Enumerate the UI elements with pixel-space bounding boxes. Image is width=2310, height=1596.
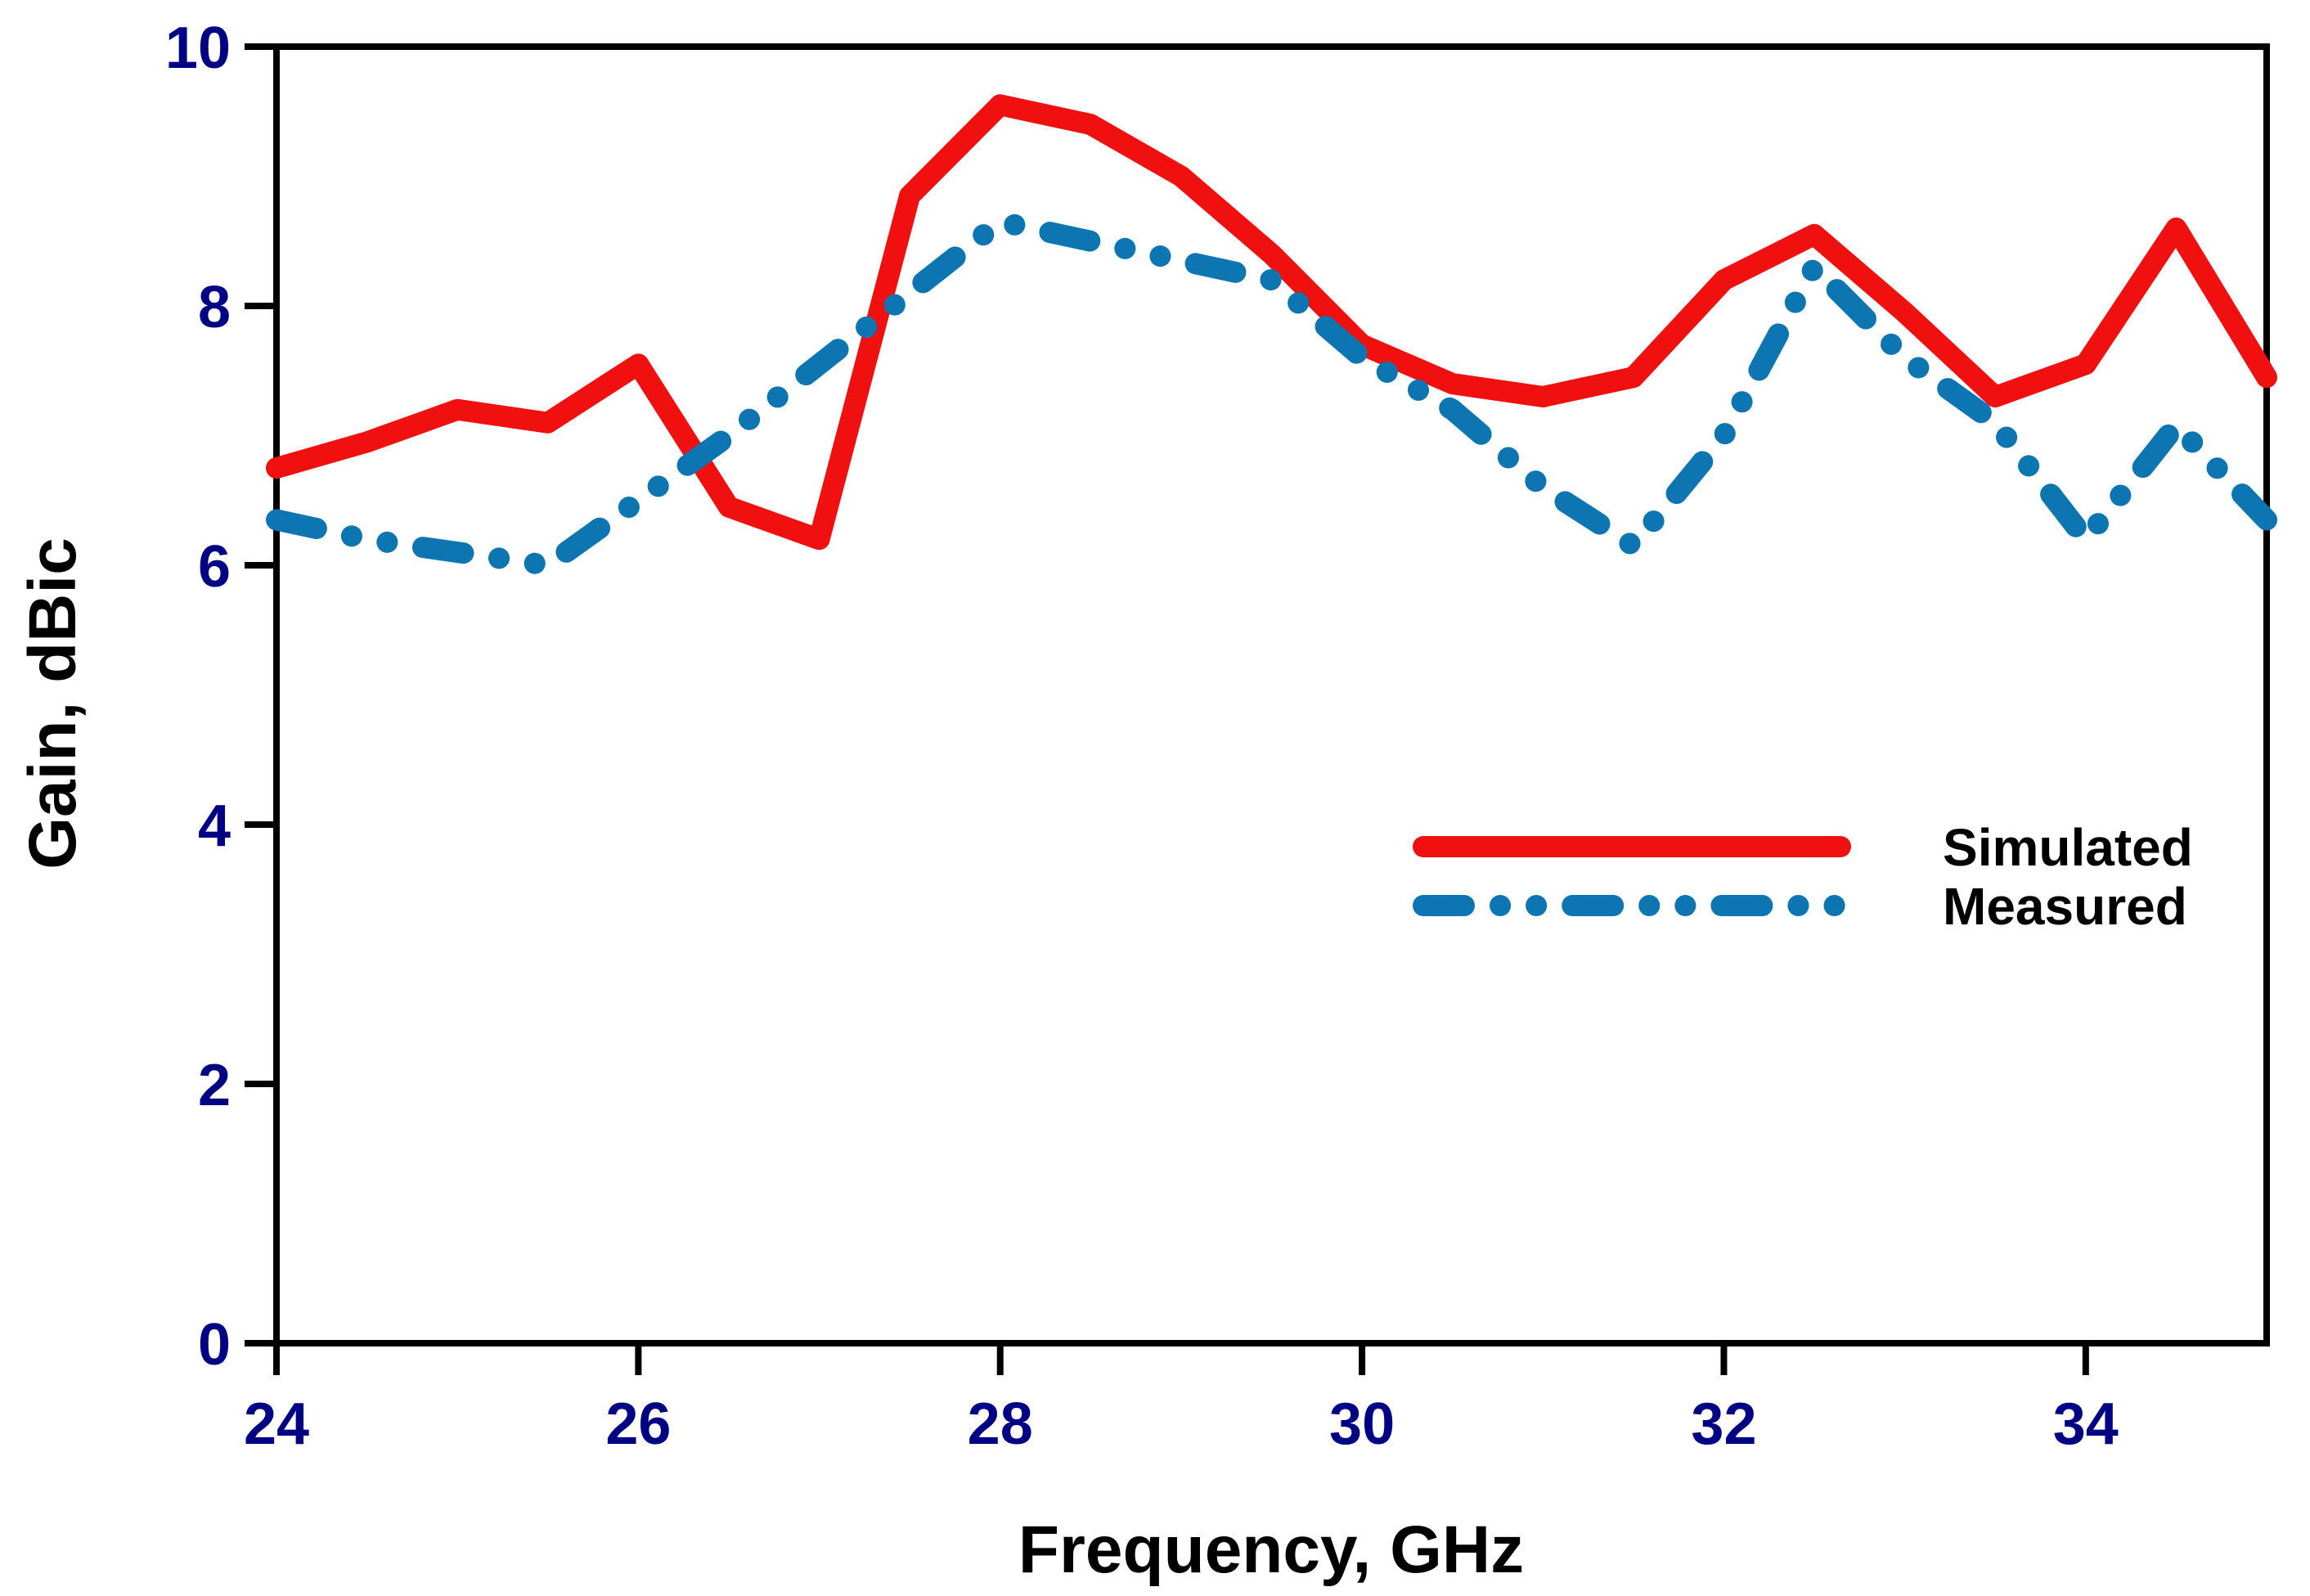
plot-frame [273,43,2270,1346]
y-tick-label: 0 [198,1312,231,1378]
y-axis-tick-labels: 0 2 4 6 8 10 [165,16,231,1378]
x-tick-label: 26 [605,1391,671,1457]
simulated-line [266,94,2277,551]
x-axis-title: Frequency, GHz [1018,1513,1524,1587]
y-tick-label: 8 [198,275,231,340]
x-tick-label: 34 [2053,1391,2119,1457]
y-tick-label: 10 [165,16,231,81]
y-axis-ticks [245,43,273,1346]
x-axis-ticks [273,1346,2089,1375]
legend-measured-label: Measured [1943,877,2187,936]
y-tick-label: 6 [198,534,231,600]
x-axis-tick-labels: 24 26 28 30 32 34 [244,1391,2119,1457]
y-axis-title: Gain, dBic [16,537,90,870]
legend: Simulated Measured [1413,818,2193,936]
x-tick-label: 30 [1329,1391,1395,1457]
measured-line [266,211,2277,576]
legend-simulated-label: Simulated [1943,818,2193,877]
x-tick-label: 32 [1691,1391,1756,1457]
x-tick-label: 28 [968,1391,1033,1457]
y-tick-label: 2 [198,1053,231,1118]
x-tick-label: 24 [244,1391,309,1457]
y-tick-label: 4 [198,794,231,859]
